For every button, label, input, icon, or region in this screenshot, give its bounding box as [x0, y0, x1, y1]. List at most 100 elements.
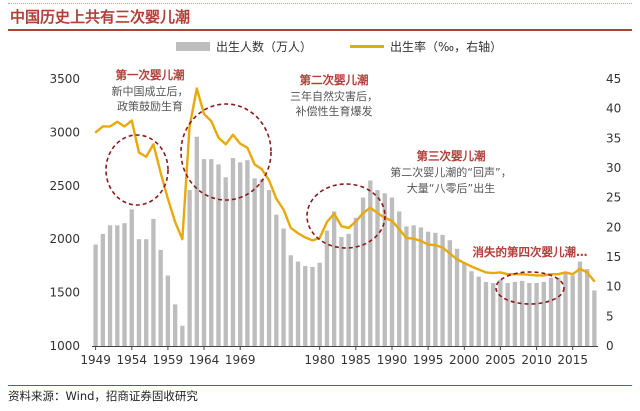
axes: 1000 1500 2000 2500 3000 3500 0 5 10 15 20 25 30 35 40… [49, 72, 621, 367]
bar-1992 [404, 226, 409, 346]
rate-point-1956 [145, 155, 148, 158]
x-tick-1959: 1959 [153, 353, 184, 367]
rate-point-2005 [499, 271, 502, 274]
title-underline [8, 29, 632, 31]
bar-1976 [288, 255, 293, 346]
legend-item-births: 出生人数（万人） [176, 38, 312, 55]
rate-point-1949 [94, 131, 97, 134]
bar-1960 [172, 304, 178, 346]
legend: 出生人数（万人） 出生率（‰，右轴） [0, 36, 640, 56]
bar-2001 [469, 271, 474, 346]
line-series [94, 87, 596, 283]
boom3-circle [306, 183, 386, 249]
boom2-circle [180, 103, 272, 201]
bar-2017 [584, 269, 590, 346]
x-tick-1980: 1980 [304, 353, 335, 367]
bar-1972 [259, 179, 265, 346]
source-note: 资料来源：Wind，招商证券固收研究 [8, 389, 198, 403]
rate-point-2011 [542, 274, 545, 277]
bar-1949 [93, 244, 98, 346]
bar-2015 [570, 275, 575, 346]
bar-1974 [274, 214, 279, 346]
bar-1951 [107, 225, 113, 346]
rate-point-1952 [116, 120, 119, 123]
bar-1965 [209, 159, 214, 346]
boom4-circle [495, 271, 565, 305]
rate-point-1990 [391, 219, 393, 222]
x-tick-1969: 1969 [225, 353, 256, 367]
boom1-title: 第一次婴儿潮 [116, 68, 185, 82]
y-right-tick-0: 0 [606, 339, 614, 353]
bar-2014 [563, 272, 568, 346]
y-right-tick-45: 45 [606, 72, 621, 86]
rate-point-2010 [535, 274, 538, 277]
rate-point-1981 [326, 221, 328, 223]
boom1-circle [105, 134, 169, 206]
y-right-tick-5: 5 [606, 309, 614, 323]
boom3-title: 第三次婴儿潮 [417, 149, 486, 163]
bar-1983 [339, 237, 344, 346]
rate-point-1951 [109, 125, 111, 128]
rate-point-1984 [347, 227, 350, 229]
legend-swatch-bar [176, 42, 210, 51]
x-tick-2010: 2010 [521, 353, 552, 367]
y-left-tick-3000: 3000 [49, 125, 80, 139]
rate-point-1967 [224, 143, 227, 146]
rate-point-2009 [528, 273, 531, 276]
rate-point-2006 [506, 273, 509, 276]
bar-1967 [223, 177, 228, 346]
boom4-title: 消失的第四次婴儿潮… [473, 245, 588, 259]
rate-point-2017 [586, 271, 589, 274]
rate-point-1974 [275, 197, 278, 200]
bar-1985 [353, 217, 359, 346]
rate-point-1983 [340, 225, 343, 228]
bar-1980 [317, 262, 322, 346]
rate-point-1959 [167, 197, 169, 200]
chart-title: 中国历史上共有三次婴儿潮 [10, 8, 191, 26]
rate-point-1971 [253, 163, 256, 166]
rate-point-1985 [354, 220, 357, 223]
y-right-tick-10: 10 [606, 280, 621, 294]
bar-2006 [505, 282, 510, 346]
rate-point-1991 [398, 228, 401, 231]
bar-1986 [360, 197, 366, 346]
bar-1963 [194, 136, 199, 346]
rate-point-1975 [282, 208, 285, 211]
bar-1977 [295, 261, 301, 346]
bar-1966 [216, 164, 221, 346]
rate-point-1964 [203, 113, 205, 115]
bar-2000 [462, 262, 467, 346]
boom3-line1: 第二次婴儿潮的“回声”， [390, 165, 511, 179]
y-left-tick-2500: 2500 [49, 179, 80, 193]
rate-point-1953 [123, 125, 126, 128]
bar-2016 [577, 261, 583, 346]
bar-1962 [187, 190, 192, 346]
bar-1970 [245, 160, 250, 346]
rate-point-1954 [130, 119, 133, 122]
rate-point-1987 [369, 206, 372, 209]
rate-point-1992 [405, 237, 408, 239]
rate-point-1955 [138, 151, 140, 154]
bar-1953 [122, 223, 127, 346]
rate-point-1962 [188, 125, 191, 128]
legend-item-rate: 出生率（‰，右轴） [350, 38, 502, 55]
y-right-tick-25: 25 [606, 191, 621, 205]
rate-point-1969 [239, 142, 242, 145]
y-left-tick-1500: 1500 [49, 286, 80, 300]
legend-label-rate: 出生率（‰，右轴） [390, 40, 503, 54]
bar-1982 [331, 211, 337, 346]
bar-1973 [266, 190, 272, 346]
boom1-line2: 政策鼓励生育 [117, 99, 183, 113]
boom2-line1: 三年自然灾害后， [290, 89, 378, 103]
bar-1987 [368, 180, 373, 346]
x-tick-1990: 1990 [377, 353, 408, 367]
bar-series [93, 136, 597, 346]
rate-point-1996 [434, 244, 437, 247]
rate-point-1950 [101, 125, 104, 128]
source-divider [8, 385, 632, 386]
rate-point-2004 [492, 272, 495, 274]
bar-2009 [527, 282, 532, 346]
rate-point-1970 [246, 146, 249, 149]
rate-point-1958 [159, 171, 162, 174]
